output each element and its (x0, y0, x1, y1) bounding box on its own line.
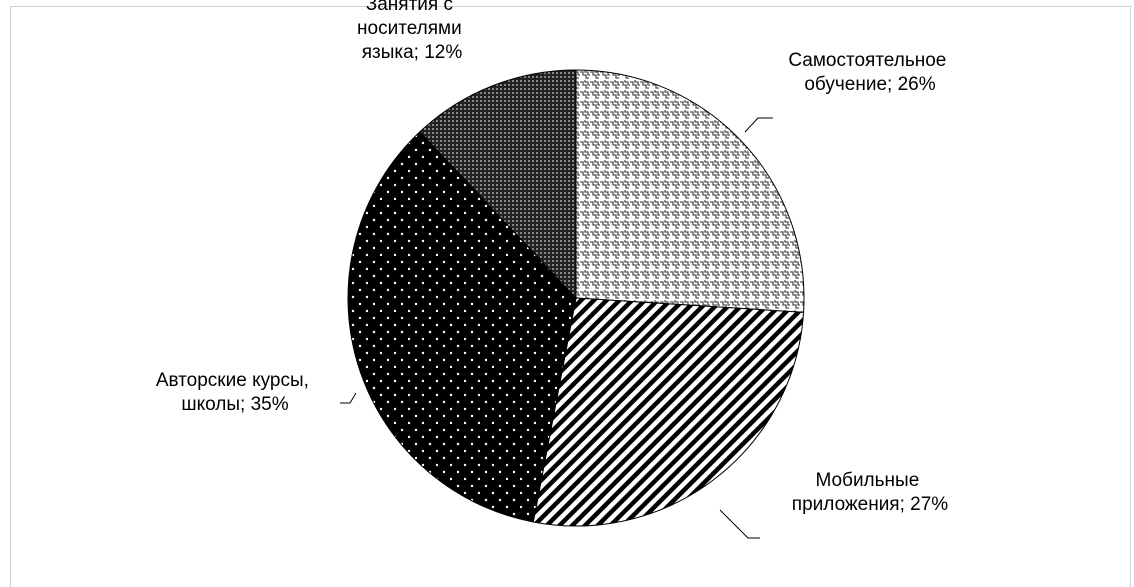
pie-slice (347, 131, 577, 523)
pie-slice (419, 69, 577, 300)
data-label: Занятия с носителями языка; 12% (357, 0, 467, 63)
data-label: Самостоятельное обучение; 26% (788, 50, 951, 95)
data-label: Мобильные приложения; 27% (792, 470, 948, 515)
leader-lines (340, 117, 773, 539)
pie-slice (575, 69, 805, 313)
data-label: Авторские курсы, школы; 35% (156, 370, 314, 415)
pie-slice (532, 297, 805, 527)
